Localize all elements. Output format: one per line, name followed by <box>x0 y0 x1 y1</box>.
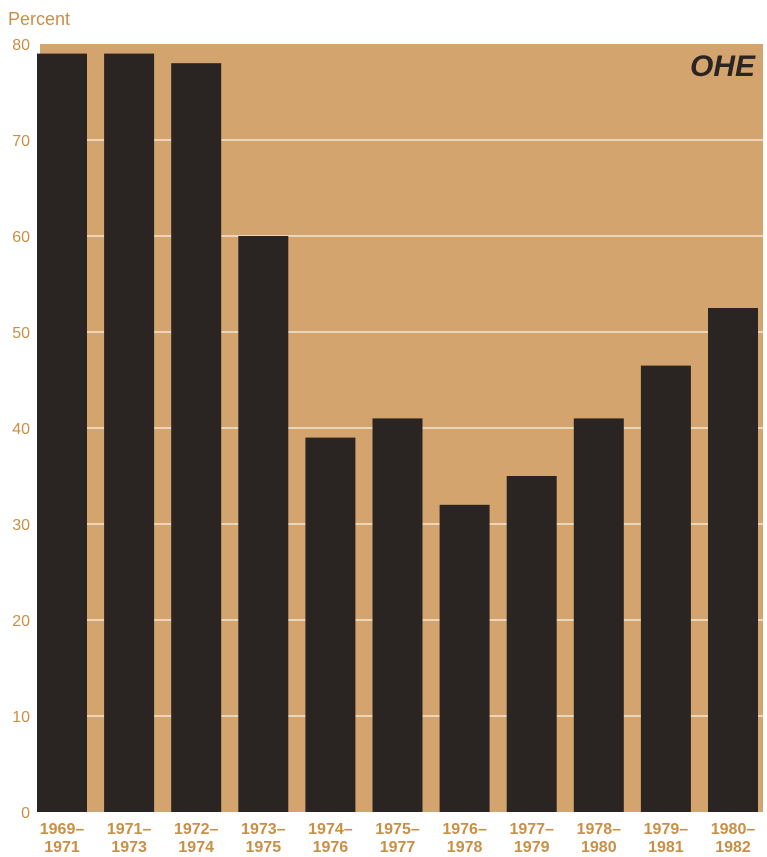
bar-10 <box>708 308 758 812</box>
bar-0 <box>37 53 87 813</box>
x-tick-label: 1973– <box>241 821 286 838</box>
x-tick-label: 1974 <box>178 839 214 856</box>
x-tick-label: 1982 <box>715 839 751 856</box>
y-tick-label: 20 <box>12 613 30 630</box>
y-tick-label: 70 <box>12 133 30 150</box>
x-tick-label: 1981 <box>648 839 684 856</box>
y-axis-ticks: 0 10 20 30 40 50 60 70 80 <box>12 37 30 822</box>
x-tick-label: 1979 <box>514 839 550 856</box>
x-tick-label: 1974– <box>308 821 353 838</box>
x-tick-label: 1976 <box>313 839 349 856</box>
bar-3 <box>238 236 289 812</box>
bar-4 <box>305 437 356 812</box>
x-tick-label: 1980– <box>711 821 756 838</box>
y-tick-label: 80 <box>12 37 30 54</box>
y-tick-label: 60 <box>12 229 30 246</box>
x-axis-ticks: 1969–1971 1971–1973 1972–1974 1973–1975 1974… <box>40 821 756 856</box>
y-tick-label: 40 <box>12 421 30 438</box>
bar-6 <box>439 504 490 812</box>
x-tick-label: 1979– <box>644 821 689 838</box>
bar-5 <box>372 418 423 812</box>
bar-9 <box>640 365 691 812</box>
bar-2 <box>171 63 222 812</box>
bar-8 <box>573 418 624 812</box>
x-tick-label: 1971 <box>44 839 80 856</box>
y-tick-label: 30 <box>12 517 30 534</box>
x-tick-label: 1972– <box>174 821 219 838</box>
x-tick-label: 1969– <box>40 821 85 838</box>
y-tick-label: 10 <box>12 709 30 726</box>
bar-7 <box>506 476 557 812</box>
bar-1 <box>104 53 155 813</box>
x-tick-label: 1975 <box>246 839 282 856</box>
ohe-logo: OHE <box>690 50 756 83</box>
x-tick-label: 1973 <box>111 839 147 856</box>
x-tick-label: 1977– <box>509 821 554 838</box>
x-tick-label: 1980 <box>581 839 617 856</box>
x-tick-label: 1971– <box>107 821 152 838</box>
y-axis-label: Percent <box>8 9 70 29</box>
x-tick-label: 1978– <box>577 821 622 838</box>
y-tick-label: 50 <box>12 325 30 342</box>
x-tick-label: 1978 <box>447 839 483 856</box>
y-tick-label: 0 <box>21 805 30 822</box>
x-tick-label: 1976– <box>442 821 487 838</box>
bars <box>37 53 758 813</box>
x-tick-label: 1977 <box>380 839 416 856</box>
x-tick-label: 1975– <box>375 821 420 838</box>
